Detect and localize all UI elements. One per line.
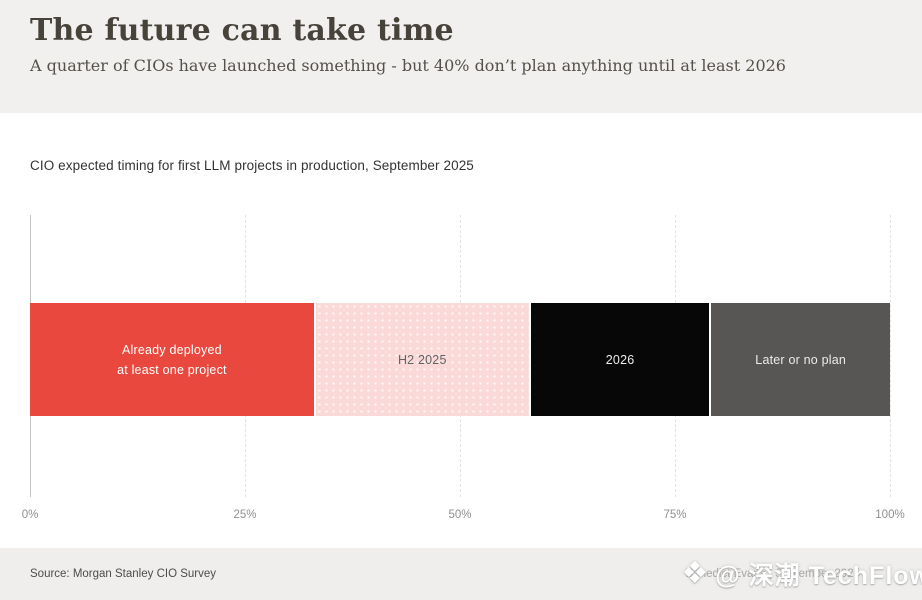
x-tick-100: 100%: [875, 509, 905, 521]
techflow-diamond-logo-icon: ❖: [681, 557, 710, 590]
chart-heading: CIO expected timing for first LLM projec…: [30, 158, 474, 173]
bar-segment-already-deployed: Already deployed at least one project: [30, 303, 314, 416]
x-axis: 0% 25% 50% 75% 100%: [22, 509, 905, 525]
chart-canvas: CIO expected timing for first LLM projec…: [0, 113, 922, 548]
watermark-text: @ 深潮 TechFlow: [715, 562, 922, 590]
page-title: The future can take time: [30, 13, 454, 48]
x-tick-0: 0%: [21, 509, 39, 521]
x-tick-75: 75%: [663, 509, 687, 521]
author-credit: Benedict Evans | September 2025: [685, 568, 860, 580]
bar-segment-2026: 2026: [528, 303, 710, 416]
chart-footer: Source: Morgan Stanley CIO Survey Benedi…: [0, 548, 922, 600]
plot-area: Already deployed at least one project H2…: [30, 215, 891, 497]
x-tick-25: 25%: [233, 509, 257, 521]
chart-header: The future can take time A quarter of CI…: [0, 0, 922, 113]
x-tick-50: 50%: [448, 509, 472, 521]
bar-segment-later-or-no-plan: Later or no plan: [709, 303, 890, 416]
bar-segment-h2-2025: H2 2025: [313, 303, 529, 416]
source-note: Source: Morgan Stanley CIO Survey: [30, 568, 216, 580]
stacked-bar: Already deployed at least one project H2…: [30, 303, 890, 416]
watermark: ❖ @ 深潮 TechFlow: [681, 556, 922, 592]
gridline-100pct: [890, 215, 891, 497]
page-subtitle: A quarter of CIOs have launched somethin…: [30, 56, 786, 75]
